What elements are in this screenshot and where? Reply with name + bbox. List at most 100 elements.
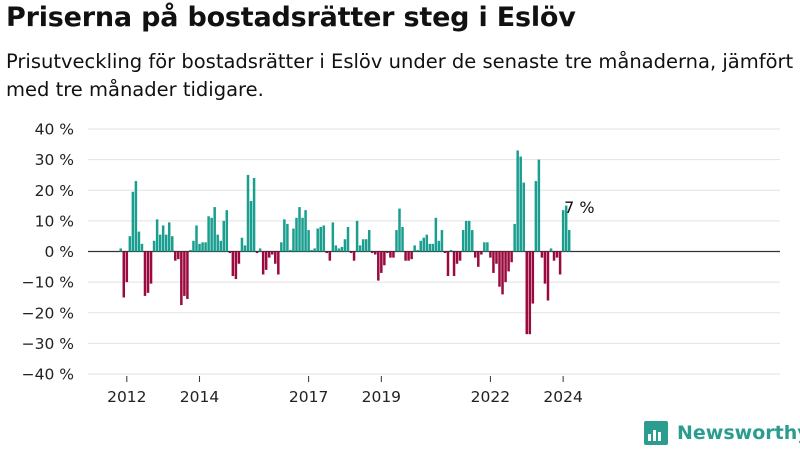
bar	[246, 174, 250, 252]
bar	[186, 251, 189, 299]
bar	[501, 251, 504, 295]
bars	[119, 150, 571, 335]
y-axis-ticks: −40 % −30 % −20 % −10 % 0 % 10 % 20 % 30 % 40 %	[22, 121, 74, 384]
chart-subtitle: Prisutveckling för bostadsrätter i Eslöv…	[6, 50, 794, 101]
bar	[531, 251, 535, 304]
bar	[386, 251, 389, 254]
bar	[431, 243, 435, 252]
bar	[410, 251, 413, 260]
x-tick-label: 2012	[107, 388, 146, 406]
bar	[258, 248, 262, 252]
bar	[328, 251, 332, 261]
bar	[322, 225, 326, 252]
bar	[289, 249, 292, 252]
bar	[543, 251, 547, 284]
bar	[361, 239, 365, 252]
bar	[316, 228, 319, 252]
bar	[552, 251, 556, 261]
bar	[295, 217, 298, 252]
bar	[243, 245, 247, 252]
bar	[143, 251, 147, 296]
bar	[207, 216, 210, 252]
bar	[455, 251, 459, 264]
bar	[392, 251, 395, 258]
bar	[219, 240, 222, 252]
bar	[407, 251, 410, 261]
bar	[280, 242, 283, 252]
brand-logo: Newsworthy	[644, 421, 800, 445]
bar	[495, 251, 498, 264]
bar	[234, 251, 238, 280]
bar	[140, 243, 144, 252]
bar	[161, 225, 165, 252]
bar	[561, 210, 565, 252]
bar	[470, 230, 474, 252]
y-tick-label: 20 %	[35, 182, 74, 200]
bar	[504, 251, 507, 283]
bar	[340, 246, 344, 252]
bar	[380, 251, 383, 273]
bar	[343, 239, 347, 252]
bar	[437, 240, 441, 252]
x-axis-ticks: 2012 2014 2017 2019 2022 2024	[107, 376, 583, 406]
bar	[164, 234, 168, 252]
bar	[225, 210, 229, 252]
bar	[155, 219, 159, 252]
x-tick-label: 2024	[543, 388, 582, 406]
bar	[198, 243, 201, 252]
bar	[310, 249, 313, 252]
bar	[240, 237, 244, 252]
bar	[149, 251, 153, 284]
bar	[492, 251, 495, 273]
bar	[564, 205, 568, 252]
bar	[355, 220, 359, 252]
bar	[337, 248, 341, 252]
bar	[510, 251, 513, 263]
bar	[480, 251, 483, 255]
bar	[283, 219, 286, 252]
bar	[349, 251, 353, 254]
bar	[171, 236, 174, 252]
bar	[213, 207, 216, 252]
bar	[271, 251, 274, 255]
bar	[301, 217, 304, 252]
bar	[428, 243, 432, 252]
bar	[549, 248, 553, 252]
bar	[546, 251, 550, 301]
bar	[122, 251, 126, 298]
bar	[513, 223, 516, 252]
bar	[313, 248, 316, 252]
y-tick-label: −30 %	[22, 335, 74, 353]
newsworthy-logo-icon	[644, 421, 668, 445]
bar	[204, 242, 207, 252]
x-tick-label: 2017	[289, 388, 328, 406]
bar	[249, 200, 253, 252]
bar	[277, 251, 280, 275]
annotations: 7 %	[564, 198, 594, 217]
bar	[477, 251, 480, 267]
bar	[443, 251, 447, 254]
bar	[461, 230, 465, 252]
bar	[358, 245, 362, 252]
bar	[146, 251, 150, 293]
bar	[422, 237, 425, 252]
bar	[286, 223, 289, 252]
bar	[398, 208, 401, 252]
bar	[125, 251, 129, 283]
bar	[489, 251, 492, 258]
y-tick-label: −20 %	[22, 304, 74, 322]
bar	[152, 240, 156, 252]
bar	[446, 251, 450, 276]
bar	[128, 236, 132, 252]
bar	[174, 251, 177, 261]
bar	[516, 150, 519, 252]
bar	[519, 156, 522, 252]
bar	[367, 230, 371, 252]
bar	[252, 178, 256, 252]
bar	[413, 245, 416, 252]
brand-name: Newsworthy	[677, 422, 800, 444]
x-tick-label: 2022	[471, 388, 510, 406]
bar	[434, 217, 438, 252]
bar	[395, 230, 398, 252]
